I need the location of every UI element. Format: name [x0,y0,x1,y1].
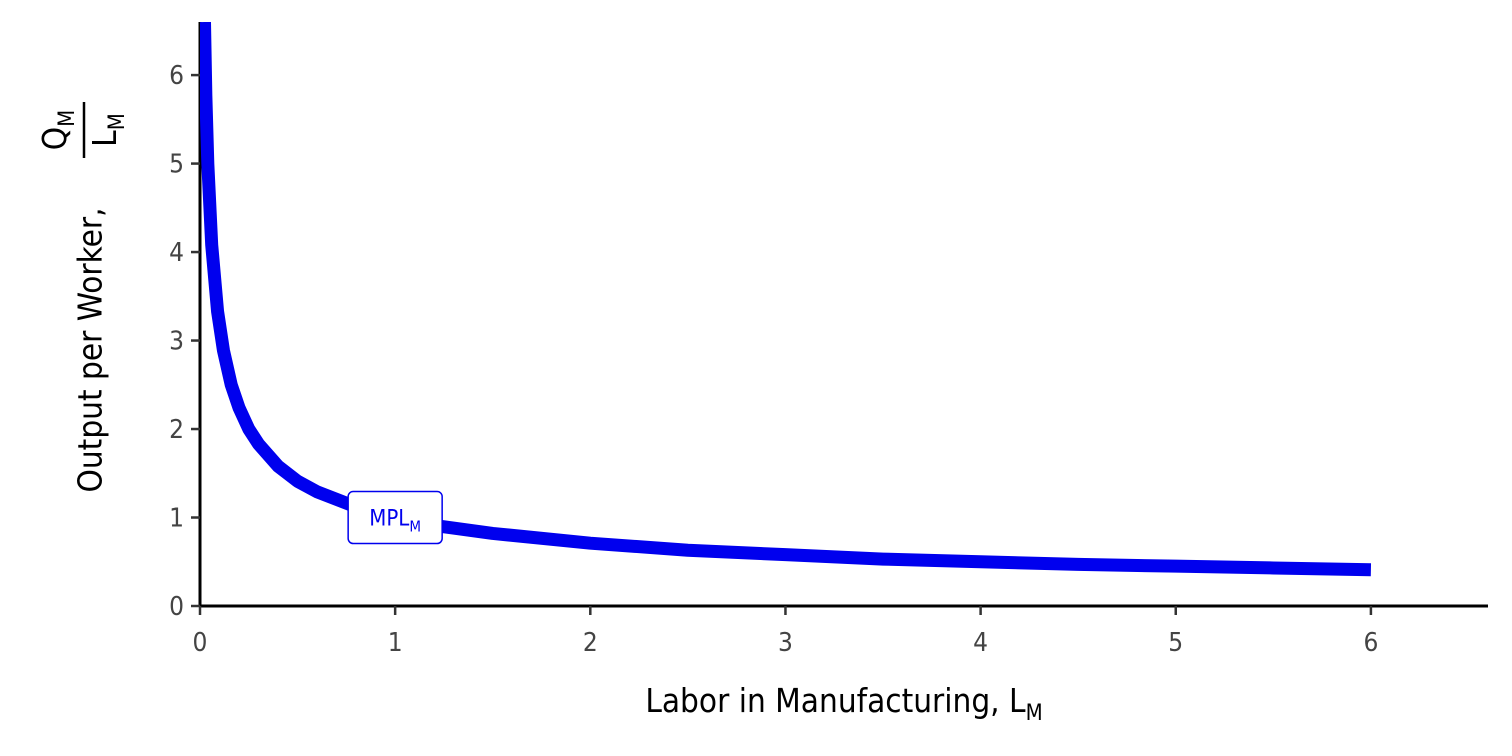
curve-label-text: MPLM [369,507,421,536]
curve-label-box [347,490,443,545]
x-tick-label: 0 [193,628,208,658]
y-tick-label: 0 [169,592,184,622]
y-tick-label: 6 [169,61,184,91]
y-tick-label: 5 [169,150,184,180]
y-axis-fraction-numerator: QM [35,110,80,150]
y-axis-title-text: Output per Worker, [71,208,110,493]
x-axis-title: Labor in Manufacturing, LM [645,681,1042,726]
series-line-mpl [200,22,1372,577]
x-tick-label: 3 [778,628,793,658]
y-tick-label: 3 [169,327,184,357]
y-axis-fraction-denominator: LM [85,113,130,147]
y-tick-label: 1 [169,504,184,534]
x-tick-label: 2 [583,628,598,658]
x-tick-label: 5 [1168,628,1183,658]
x-tick-label: 1 [388,628,403,658]
x-tick-label: 6 [1363,628,1378,658]
plot-area: 0 1 2 3 4 5 6 0 1 2 3 4 5 6 MPLM Labor in Manufacturing… [35,22,1488,726]
y-tick-label: 2 [169,415,184,445]
x-tick-label: 4 [973,628,988,658]
y-tick-label: 4 [169,238,184,268]
